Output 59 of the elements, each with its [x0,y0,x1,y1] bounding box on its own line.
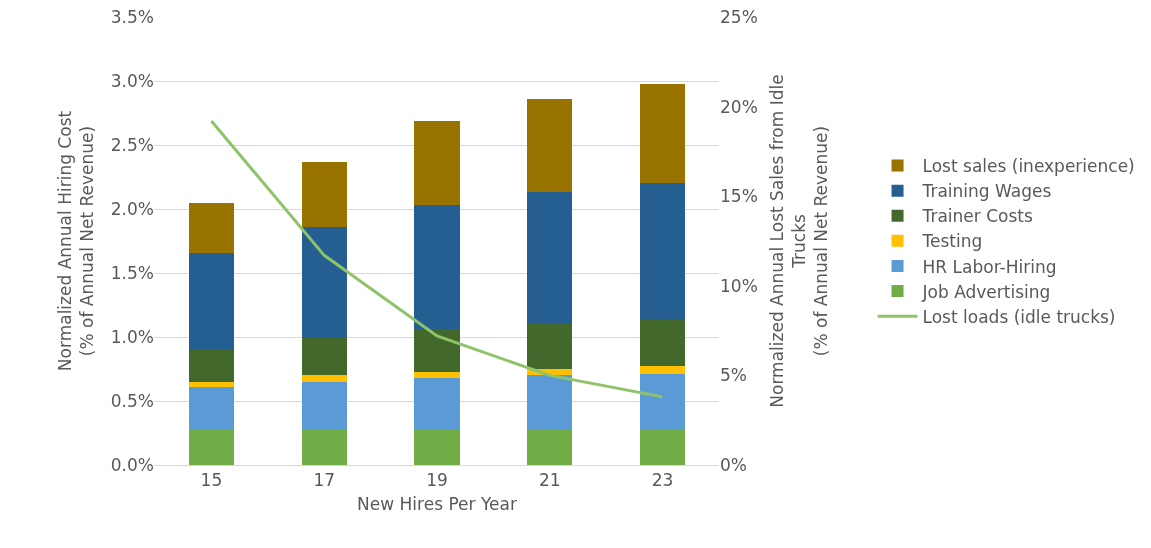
y2-tick-label: 15% [720,186,758,207]
y2-tick-label: 0% [720,454,747,475]
y-tick-label: 2.5% [110,134,154,155]
bar [188,430,234,465]
x-axis-title: New Hires Per Year [357,493,517,514]
bar [640,320,686,367]
y-axis-title: Normalized Annual Hiring Cost (% of Annual Net Revenue) [55,110,98,372]
y-tick-label: 0.0% [110,454,154,475]
legend-label: Lost loads (idle trucks) [922,306,1116,327]
y-tick-label: 3.0% [110,70,154,91]
y2-tick-label: 25% [720,6,758,27]
bar [414,377,460,431]
y2-tick-label: 5% [720,365,747,386]
bar [527,375,573,431]
y2-tick-label: 10% [720,275,758,296]
bar [414,329,460,372]
bar [640,374,686,431]
bar [527,430,573,465]
x-tick-label: 15 [200,470,223,491]
y2-tick-label: 20% [720,96,758,117]
bar [640,366,686,375]
y-tick-label: 1.5% [110,262,154,283]
bar [188,386,234,431]
line-series [209,119,665,399]
legend-label: Job Advertising [921,281,1051,302]
bar [527,192,573,325]
bar [640,183,686,321]
bar [301,375,347,382]
x-tick-label: 23 [651,470,674,491]
bar [414,120,460,206]
legend-label: HR Labor-Hiring [922,256,1057,277]
bar [527,324,573,369]
x-tick-label: 17 [313,470,336,491]
y-tick-label: 2.0% [110,198,154,219]
bar [527,98,573,193]
bar [414,430,460,465]
bar [188,202,234,253]
x-tick-label: 19 [426,470,448,491]
y2-axis-title: Normalized Annual Lost Sales from Idle Trucks (% of Annual Net Revenue) [767,74,832,408]
legend-label: Trainer Costs [921,206,1033,227]
x-tick-label: 21 [538,470,561,491]
legend-label: Training Wages [921,181,1052,202]
bar [640,83,686,184]
bar [301,430,347,465]
bar [188,252,234,349]
bar [414,205,460,330]
bar [301,161,347,227]
bar [414,371,460,378]
y-tick-label: 1.0% [110,326,154,347]
bar [640,430,686,465]
y-tick-label: 0.5% [110,390,154,411]
bar [301,338,347,376]
bar [301,226,347,339]
bar [301,381,347,431]
legend-label: Lost sales (inexperience) [922,156,1135,177]
legend-label: Testing [921,231,983,252]
y-tick-label: 3.5% [110,6,154,27]
bar [188,348,234,382]
bar [188,381,234,387]
